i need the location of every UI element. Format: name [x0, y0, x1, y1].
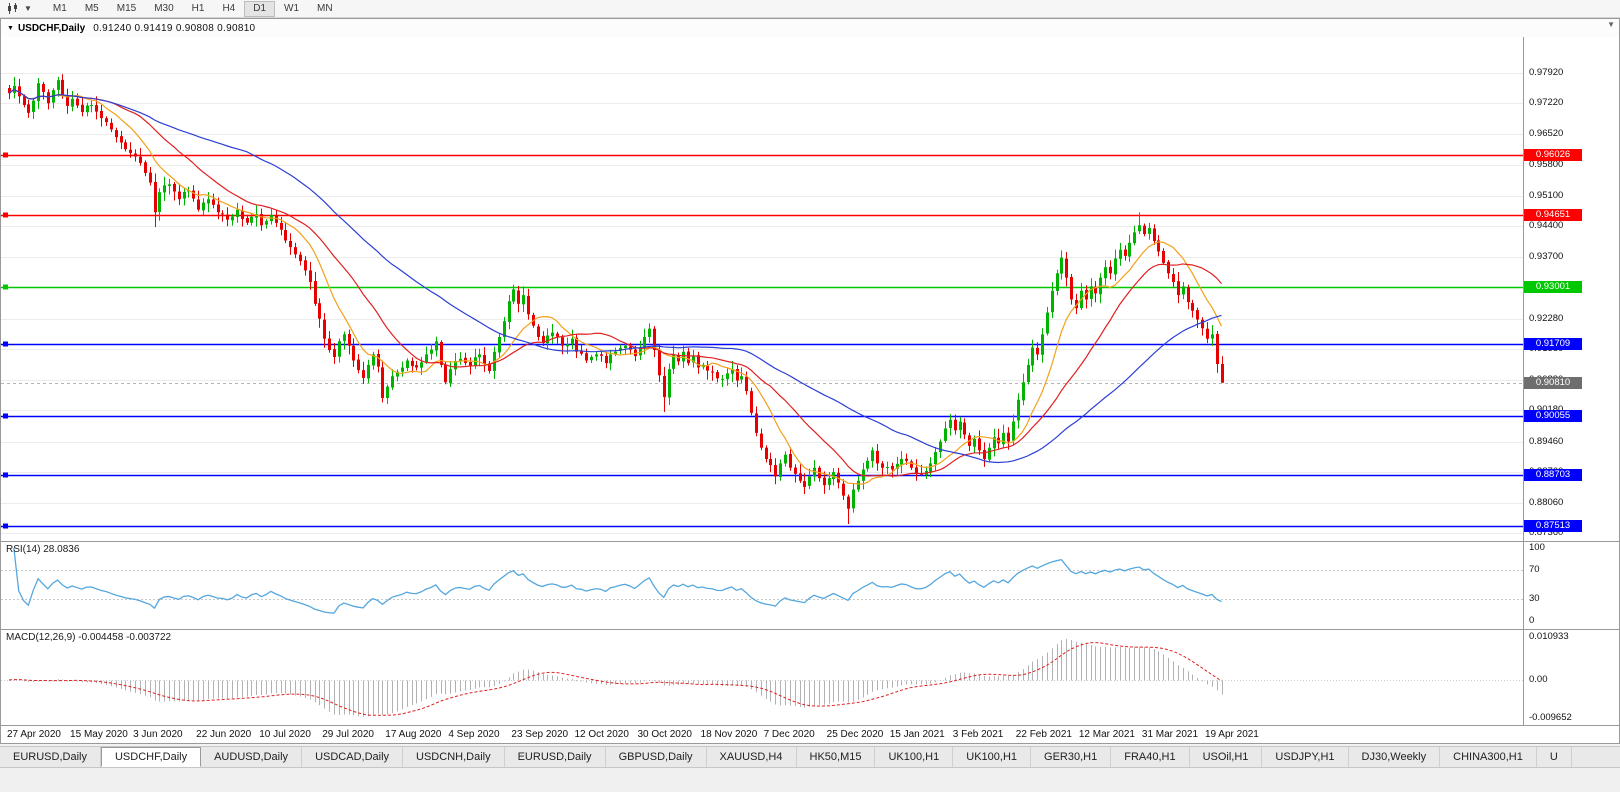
- macd-tick-label: 0.010933: [1529, 630, 1569, 642]
- chart-ohlc-values: 0.91240 0.91419 0.90808 0.90810: [93, 22, 256, 34]
- date-tick-label: 31 Mar 2021: [1141, 729, 1199, 740]
- date-tick-label: 30 Oct 2020: [637, 729, 692, 740]
- timeframe-button-h4[interactable]: H4: [222, 2, 236, 14]
- date-tick-label: 3 Jun 2020: [133, 729, 183, 740]
- chart-tab-xauusd-h4[interactable]: XAUUSD,H4: [706, 747, 797, 767]
- date-tick-label: 17 Aug 2020: [385, 729, 442, 740]
- date-tick-label: 27 Apr 2020: [7, 729, 61, 740]
- date-tick-label: 7 Dec 2020: [763, 729, 815, 740]
- date-tick-label: 19 Apr 2021: [1204, 729, 1259, 740]
- price-tick-label: 0.87360: [1529, 527, 1564, 539]
- chart-tab-usoil-h1[interactable]: USOil,H1: [1189, 747, 1263, 767]
- macd-indicator-canvas[interactable]: [1, 630, 1523, 725]
- price-line-tag: 0.88703: [1524, 468, 1582, 481]
- window-filler: [0, 768, 1620, 792]
- price-tick-label: 0.89460: [1529, 435, 1564, 447]
- price-tick-label: 0.94400: [1529, 220, 1564, 232]
- chart-title: USDCHF,Daily: [17, 22, 86, 34]
- axis-menu-caret-icon[interactable]: ▼: [1607, 20, 1615, 29]
- date-tick-label: 4 Sep 2020: [448, 729, 500, 740]
- chart-tab-u[interactable]: U: [1536, 747, 1572, 767]
- price-line-tag: 0.93001: [1524, 281, 1582, 294]
- chart-tab-eurusd-daily[interactable]: EURUSD,Daily: [504, 747, 606, 767]
- price-line-tag: 0.90055: [1524, 409, 1582, 422]
- chart-title-triangle-icon: ▼: [7, 24, 14, 32]
- macd-pane: MACD(12,26,9) -0.004458 -0.003722 0.0109…: [1, 629, 1619, 725]
- price-tick-label: 0.96520: [1529, 127, 1564, 139]
- rsi-tick-label: 30: [1529, 593, 1540, 605]
- date-axis[interactable]: 27 Apr 2020 15 May 2020 3 Jun 2020 22 Jun 2…: [1, 725, 1619, 743]
- chart-tab-usdcnh-daily[interactable]: USDCNH,Daily: [403, 747, 505, 767]
- date-tick-label: 10 Jul 2020: [259, 729, 311, 740]
- price-line-tag: 0.96026: [1524, 149, 1582, 162]
- date-tick-label: 18 Nov 2020: [700, 729, 758, 740]
- date-tick-label: 22 Jun 2020: [196, 729, 252, 740]
- rsi-axis[interactable]: 100 70 30 0: [1523, 542, 1619, 629]
- timeframe-button-w1[interactable]: W1: [284, 2, 300, 14]
- price-tick-label: 0.97920: [1529, 66, 1564, 78]
- date-tick-label: 23 Sep 2020: [511, 729, 569, 740]
- price-tick-label: 0.95800: [1529, 159, 1564, 171]
- price-axis[interactable]: 0.97920 0.97220 0.96520 0.95800 0.95100 0.944…: [1523, 37, 1619, 541]
- date-tick-label: 12 Oct 2020: [574, 729, 629, 740]
- candlestick-chart-icon[interactable]: [3, 3, 22, 14]
- price-tick-label: 0.95100: [1529, 189, 1564, 201]
- chart-tab-eurusd-daily[interactable]: EURUSD,Daily: [0, 747, 101, 767]
- date-tick-label: 25 Dec 2020: [826, 729, 884, 740]
- date-tick-label: 3 Feb 2021: [952, 729, 1004, 740]
- price-tick-label: 0.93700: [1529, 250, 1564, 262]
- price-tick-label: 0.97220: [1529, 97, 1564, 109]
- chart-window: ▼ ▼ USDCHF,Daily 0.91240 0.91419 0.90808…: [0, 18, 1620, 744]
- date-tick-label: 15 Jan 2021: [889, 729, 945, 740]
- price-line-tag: 0.94651: [1524, 209, 1582, 222]
- rsi-tick-label: 70: [1529, 563, 1540, 575]
- chart-tab-ger30-h1[interactable]: GER30,H1: [1031, 747, 1112, 767]
- timeframe-button-m30[interactable]: M30: [154, 2, 174, 14]
- price-tick-label: 0.92280: [1529, 312, 1564, 324]
- rsi-tick-label: 0: [1529, 615, 1535, 626]
- chart-tabs-bar: EURUSD,Daily USDCHF,Daily AUDUSD,Daily USDC…: [0, 746, 1620, 768]
- timeframe-toolbar: ▼ M1 M5 M15 M30 H1 H4 D1 W1 MN: [0, 0, 1620, 18]
- rsi-indicator-canvas[interactable]: [1, 542, 1523, 629]
- timeframe-button-m1[interactable]: M1: [52, 2, 67, 14]
- macd-axis[interactable]: 0.010933 0.00 -0.009652: [1523, 630, 1619, 725]
- rsi-indicator-label: RSI(14) 28.0836: [6, 544, 80, 555]
- timeframe-button-mn[interactable]: MN: [317, 2, 333, 14]
- price-chart-canvas[interactable]: [1, 37, 1523, 541]
- macd-indicator-label: MACD(12,26,9) -0.004458 -0.003722: [6, 632, 172, 643]
- chart-tab-usdjpy-h1[interactable]: USDJPY,H1: [1262, 747, 1349, 767]
- date-tick-label: 15 May 2020: [70, 729, 128, 740]
- rsi-pane: RSI(14) 28.0836 100 70 30 0: [1, 541, 1619, 629]
- chart-tab-china300-h1[interactable]: CHINA300,H1: [1440, 747, 1537, 767]
- chart-tab-fra40-h1[interactable]: FRA40,H1: [1111, 747, 1190, 767]
- price-tick-label: 0.88060: [1529, 496, 1564, 508]
- timeframe-button-h1[interactable]: H1: [191, 2, 205, 14]
- macd-tick-label: -0.009652: [1529, 712, 1572, 724]
- timeframe-button-m15[interactable]: M15: [116, 2, 137, 14]
- price-line-tag: 0.91709: [1524, 337, 1582, 350]
- chart-tab-usdcad-daily[interactable]: USDCAD,Daily: [302, 747, 404, 767]
- price-line-tag: 0.87513: [1524, 520, 1582, 533]
- chart-tab-uk100-h1[interactable]: UK100,H1: [953, 747, 1032, 767]
- current-price-tag: 0.90810: [1524, 376, 1582, 389]
- date-tick-label: 12 Mar 2021: [1078, 729, 1135, 740]
- date-tick-label: 22 Feb 2021: [1015, 729, 1072, 740]
- chart-tab-audusd-daily[interactable]: AUDUSD,Daily: [201, 747, 303, 767]
- timeframe-buttons: M1 M5 M15 M30 H1 H4 D1 W1 MN: [44, 0, 342, 17]
- chart-tab-gbpusd-daily[interactable]: GBPUSD,Daily: [605, 747, 707, 767]
- chart-tab-hk50-m15[interactable]: HK50,M15: [796, 747, 876, 767]
- timeframe-button-m5[interactable]: M5: [84, 2, 99, 14]
- chart-type-dropdown-caret-icon[interactable]: ▼: [24, 4, 32, 13]
- chart-tab-uk100-h1[interactable]: UK100,H1: [875, 747, 954, 767]
- chart-tab-usdchf-daily[interactable]: USDCHF,Daily: [100, 747, 202, 767]
- price-pane: 0.97920 0.97220 0.96520 0.95800 0.95100 0.944…: [1, 37, 1619, 541]
- macd-tick-label: 0.00: [1529, 673, 1548, 685]
- chart-tab-dj30-weekly[interactable]: DJ30,Weekly: [1348, 747, 1441, 767]
- chart-header: ▼ USDCHF,Daily 0.91240 0.91419 0.90808 0…: [1, 19, 1619, 37]
- timeframe-button-d1[interactable]: D1: [244, 0, 276, 17]
- date-tick-label: 29 Jul 2020: [322, 729, 374, 740]
- rsi-tick-label: 100: [1529, 542, 1545, 553]
